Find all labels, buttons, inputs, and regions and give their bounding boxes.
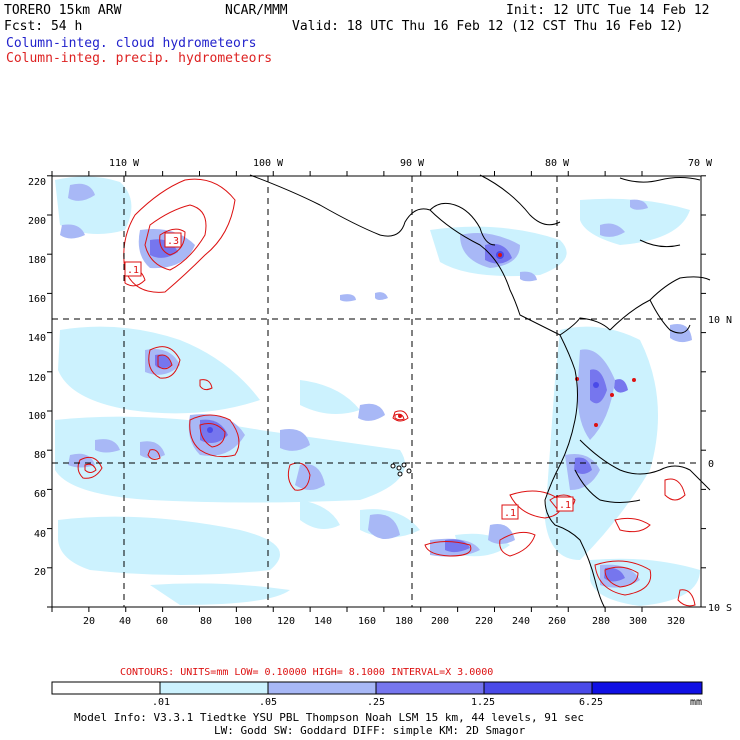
x-tick-label: 200 <box>431 616 449 627</box>
y-tick-label: 160 <box>28 294 46 305</box>
coastlines <box>249 174 711 609</box>
x-tick-label: 160 <box>358 616 376 627</box>
x-tick-label: 40 <box>119 616 131 627</box>
lat-label: 10 S <box>708 603 732 614</box>
colorbar-label: 1.25 <box>471 697 496 708</box>
lon-label: 90 W <box>400 158 425 169</box>
precip-maxima <box>398 253 636 427</box>
field-cloud-label: Column-integ. cloud hydrometeors <box>6 36 257 51</box>
colorbar <box>51 681 703 695</box>
lon-labels: 110 W 100 W 90 W 80 W 70 W <box>109 158 713 169</box>
y-tick-label: 140 <box>28 333 46 344</box>
contour-label: .1 <box>127 265 139 276</box>
x-tick-labels: 20 40 60 80 100 120 140 160 180 200 220 … <box>83 616 685 627</box>
y-tick-label: 80 <box>34 450 46 461</box>
map-frame <box>51 175 702 608</box>
field-precip-label: Column-integ. precip. hydrometeors <box>6 51 273 66</box>
x-tick-label: 20 <box>83 616 95 627</box>
contour-label: .1 <box>559 500 571 511</box>
colorbar-unit: mm <box>690 697 703 708</box>
lat-label: 10 N <box>708 315 732 326</box>
x-tick-label: 320 <box>667 616 685 627</box>
lon-label: 110 W <box>109 158 140 169</box>
lon-label: 100 W <box>253 158 284 169</box>
y-tick-labels: 20 40 60 80 100 120 140 160 180 200 220 <box>28 177 46 578</box>
init-time: Init: 12 UTC Tue 14 Feb 12 <box>506 3 710 18</box>
contour-value-labels: .3 .1 .1 .1 <box>124 232 574 520</box>
contours-info: CONTOURS: UNITS=mm LOW= 0.10000 HIGH= 8.… <box>120 667 494 678</box>
y-tick-label: 220 <box>28 177 46 188</box>
lat-label: 0 <box>708 459 714 470</box>
precip-contours <box>77 178 696 607</box>
x-tick-label: 100 <box>234 616 252 627</box>
x-tick-label: 120 <box>277 616 295 627</box>
x-tick-label: 140 <box>314 616 332 627</box>
x-tick-label: 80 <box>200 616 212 627</box>
y-tick-label: 20 <box>34 567 46 578</box>
x-tick-label: 180 <box>395 616 413 627</box>
x-tick-label: 300 <box>629 616 647 627</box>
model-title: TORERO 15km ARW <box>4 3 122 18</box>
y-tick-label: 40 <box>34 529 46 540</box>
colorbar-label: .25 <box>367 697 386 708</box>
lon-label: 70 W <box>688 158 713 169</box>
x-tick-label: 220 <box>475 616 493 627</box>
axis-ticks <box>47 171 706 612</box>
colorbar-label: .01 <box>152 697 171 708</box>
y-tick-label: 120 <box>28 373 46 384</box>
colorbar-label: 6.25 <box>579 697 604 708</box>
y-tick-label: 180 <box>28 255 46 266</box>
y-tick-label: 60 <box>34 489 46 500</box>
model-physics: LW: Godd SW: Goddard DIFF: simple KM: 2D… <box>214 724 526 737</box>
valid-time: Valid: 18 UTC Thu 16 Feb 12 (12 CST Thu … <box>292 19 684 34</box>
galapagos <box>390 462 412 477</box>
y-tick-label: 100 <box>28 411 46 422</box>
cloud-shading <box>55 176 700 606</box>
x-tick-label: 260 <box>548 616 566 627</box>
x-tick-label: 280 <box>592 616 610 627</box>
y-tick-label: 200 <box>28 216 46 227</box>
forecast-hour: Fcst: 54 h <box>4 19 83 34</box>
model-info: Model Info: V3.3.1 Tiedtke YSU PBL Thomp… <box>74 711 584 724</box>
lon-label: 80 W <box>545 158 570 169</box>
lat-labels: 10 N 0 10 S <box>708 315 732 614</box>
contour-label: .1 <box>504 508 516 519</box>
lat-lon-grid <box>52 176 701 607</box>
colorbar-label: .05 <box>259 697 278 708</box>
x-tick-label: 60 <box>156 616 168 627</box>
contour-label: .3 <box>167 236 179 247</box>
org-label: NCAR/MMM <box>225 3 288 18</box>
x-tick-label: 240 <box>512 616 530 627</box>
